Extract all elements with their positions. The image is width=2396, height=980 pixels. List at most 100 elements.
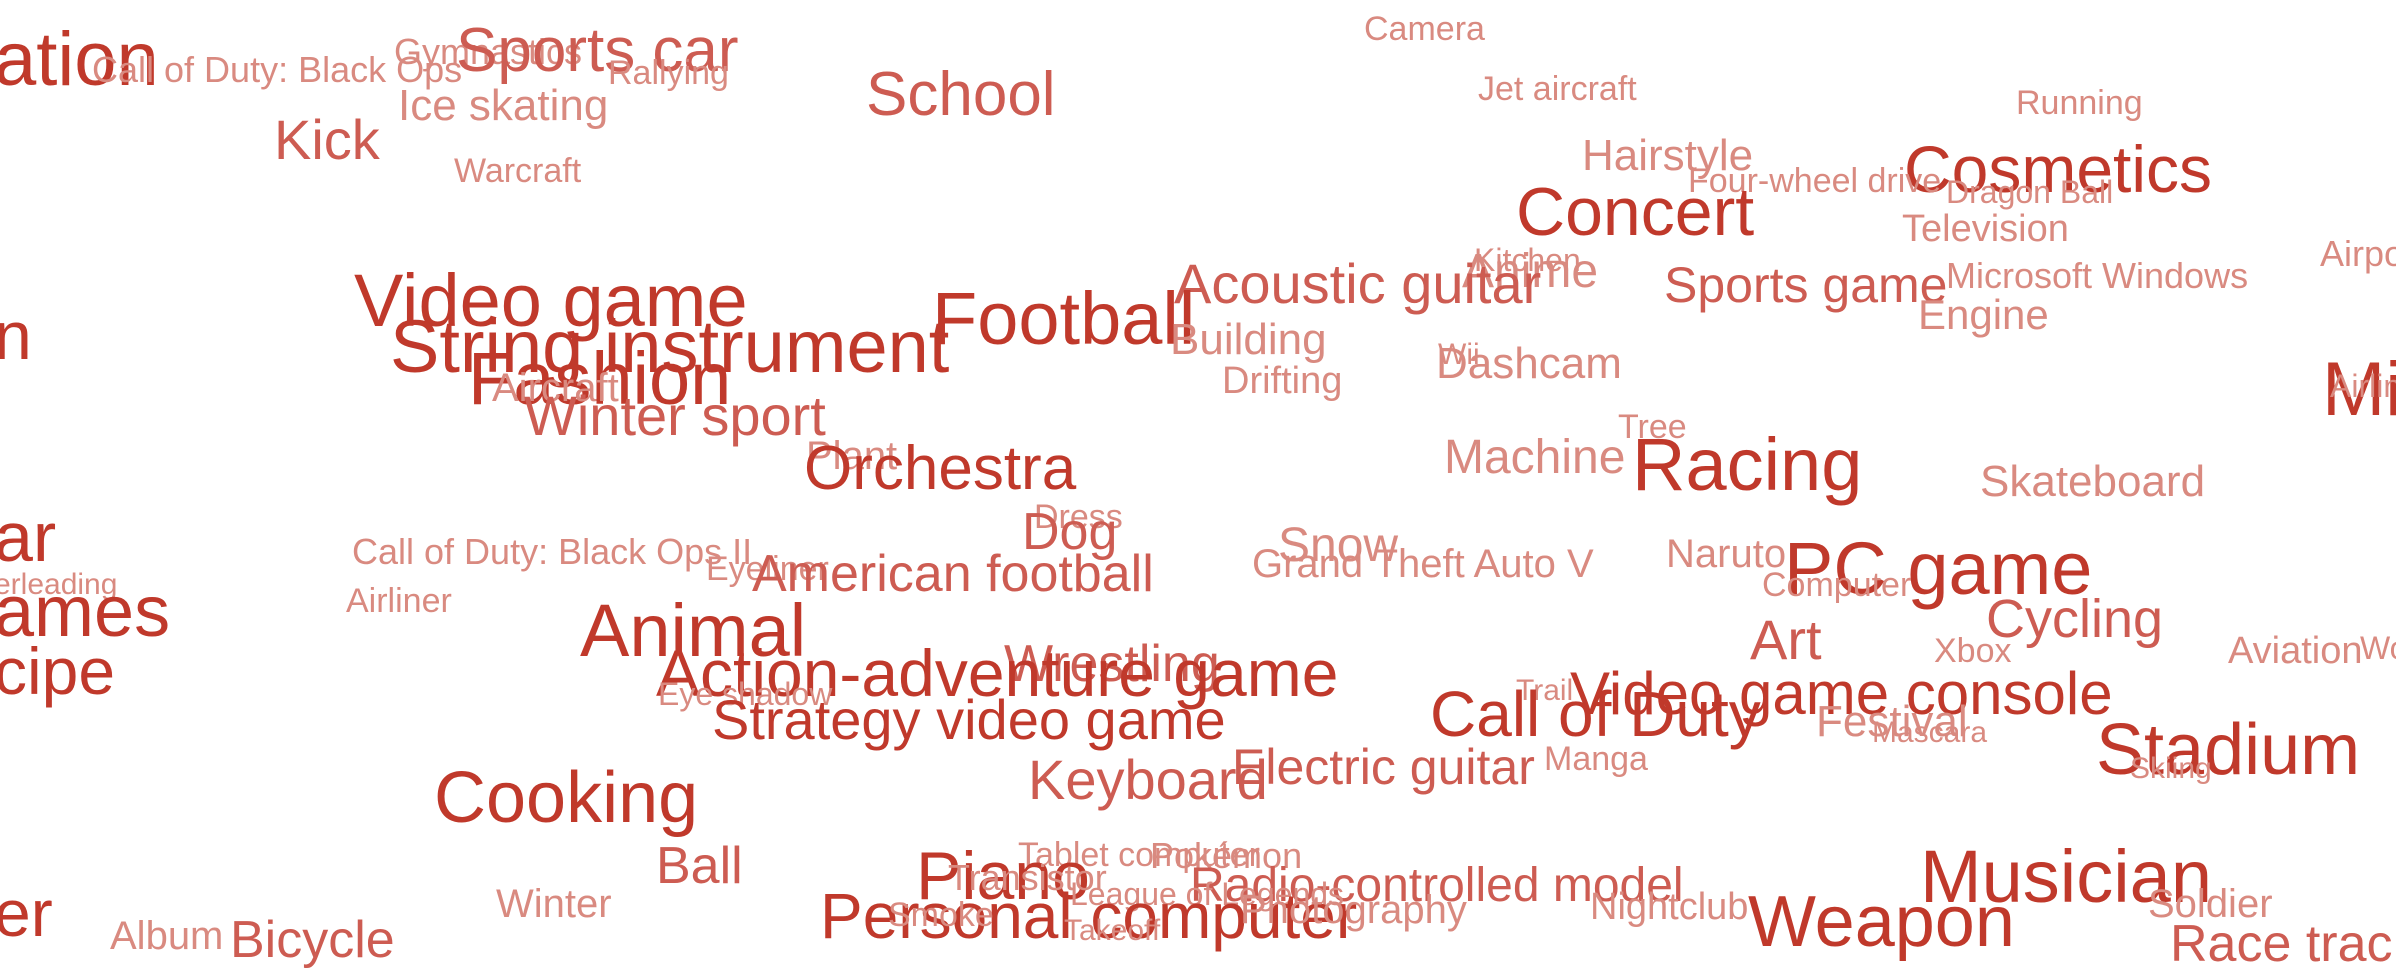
word-video-game: Video game bbox=[354, 259, 748, 342]
word-airline: Airline bbox=[2330, 368, 2396, 404]
word-cipe: cipe bbox=[0, 634, 116, 708]
word-keyboard: Keyboard bbox=[1028, 748, 1268, 811]
word-ball: Ball bbox=[656, 837, 743, 895]
word-video-game-console: Video game console bbox=[1570, 660, 2113, 727]
word-winter-sport: Winter sport bbox=[524, 384, 826, 447]
word-bicycle: Bicycle bbox=[230, 911, 395, 969]
word-american-football: American football bbox=[752, 545, 1154, 603]
word-anime: Anime bbox=[1462, 245, 1599, 298]
word-aircraft: Aircraft bbox=[492, 366, 619, 410]
word-call-of-duty: Call of Duty bbox=[1430, 678, 1761, 750]
word-running: Running bbox=[2016, 84, 2143, 122]
word-sports-game: Sports game bbox=[1664, 257, 1948, 313]
word-dress: Dress bbox=[1034, 498, 1123, 536]
word-eye-shadow: Eye shadow bbox=[658, 676, 833, 712]
word-kick: Kick bbox=[274, 108, 380, 171]
word-mascara: Mascara bbox=[1872, 716, 1988, 749]
word-kitchen: Kitchen bbox=[1474, 242, 1581, 278]
word-orchestra: Orchestra bbox=[804, 434, 1077, 503]
word-race-track: Race track bbox=[2170, 915, 2396, 973]
word-action-adventure-game: Action-adventure game bbox=[656, 636, 1339, 710]
word-drifting: Drifting bbox=[1222, 360, 1343, 402]
word-call-of-duty-black-ops-ii: Call of Duty: Black Ops II bbox=[352, 531, 753, 572]
word-computer: Computer bbox=[1762, 566, 1912, 604]
word-strategy-video-game: Strategy video game bbox=[712, 688, 1226, 751]
word-personal-computer: Personal computer bbox=[820, 880, 1358, 952]
word-manga: Manga bbox=[1544, 740, 1648, 778]
word-microsoft-windows: Microsoft Windows bbox=[1946, 255, 2249, 296]
word-ar: ar bbox=[0, 498, 57, 576]
word-racing: Racing bbox=[1632, 423, 1863, 506]
word-wrestling: Wrestling bbox=[1004, 635, 1220, 693]
word-art: Art bbox=[1750, 608, 1822, 671]
word-ames: ames bbox=[0, 572, 171, 652]
word-tablet-computer: Tablet computer bbox=[1018, 836, 1260, 874]
word-airliner: Airliner bbox=[346, 582, 452, 620]
word-album: Album bbox=[110, 914, 224, 958]
word-n: n bbox=[0, 298, 32, 374]
word-festival: Festival bbox=[1816, 697, 1968, 746]
word-dragon-ball: Dragon Ball bbox=[1946, 174, 2114, 210]
word-stadium: Stadium bbox=[2096, 710, 2361, 790]
word-erleading: erleading bbox=[0, 568, 118, 601]
word-tree: Tree bbox=[1618, 408, 1687, 446]
word-cycling: Cycling bbox=[1986, 589, 2164, 649]
word-trail: Trail bbox=[1516, 674, 1574, 707]
word-aviation: Aviation bbox=[2228, 630, 2363, 672]
word-transistor: Transistor bbox=[948, 857, 1107, 898]
word-acoustic-guitar: Acoustic guitar bbox=[1174, 252, 1542, 315]
word-engine: Engine bbox=[1918, 291, 2049, 338]
word-concert: Concert bbox=[1516, 174, 1755, 250]
word-gymnastics: Gymnastics bbox=[394, 31, 583, 72]
word-snow: Snow bbox=[1278, 519, 1399, 572]
word-building: Building bbox=[1170, 315, 1327, 364]
word-call-of-duty-black-ops: Call of Duty: Black Ops bbox=[92, 49, 463, 90]
word-football: Football bbox=[932, 277, 1196, 360]
word-rallying: Rallying bbox=[608, 54, 729, 92]
word-photography: Photography bbox=[1240, 888, 1467, 932]
word-pokemon: Pokémon bbox=[1150, 835, 1303, 876]
word-warcraft: Warcraft bbox=[454, 152, 582, 190]
word-school: School bbox=[866, 60, 1056, 129]
word-radio-controlled-model: Radio-controlled model bbox=[1190, 859, 1684, 912]
word-four-wheel-drive: Four-wheel drive bbox=[1688, 162, 1942, 200]
word-cooking: Cooking bbox=[434, 758, 699, 838]
word-mi: Mi bbox=[2322, 347, 2396, 432]
word-skateboard: Skateboard bbox=[1980, 457, 2206, 506]
word-grand-theft-auto-v: Grand Theft Auto V bbox=[1252, 542, 1594, 586]
word-machine: Machine bbox=[1444, 431, 1626, 484]
word-ice-skating: Ice skating bbox=[398, 81, 609, 130]
word-nightclub: Nightclub bbox=[1590, 886, 1749, 928]
word-string-instrument: String instrument bbox=[390, 305, 950, 388]
word-wo: Wo bbox=[2360, 630, 2396, 666]
word-dashcam: Dashcam bbox=[1436, 339, 1622, 388]
word-naruto: Naruto bbox=[1666, 532, 1787, 576]
word-smoke: Smoke bbox=[888, 896, 994, 934]
word-takeoff: Takeoff bbox=[1064, 914, 1161, 947]
word-fashion: Fashion bbox=[468, 337, 732, 420]
word-weapon: Weapon bbox=[1748, 882, 2015, 962]
word-eyeliner: Eyeliner bbox=[706, 550, 829, 588]
word-animal: Animal bbox=[580, 589, 807, 672]
word-plant: Plant bbox=[806, 434, 898, 478]
word-musician: Musician bbox=[1920, 835, 2212, 918]
word-airport: Airport bbox=[2320, 233, 2396, 274]
word-hairstyle: Hairstyle bbox=[1582, 131, 1754, 180]
word-soldier: Soldier bbox=[2148, 882, 2273, 926]
word-wii: Wii bbox=[1438, 338, 1480, 371]
word-pc-game: PC game bbox=[1784, 527, 2093, 610]
word-sports-car: Sports car bbox=[456, 16, 739, 85]
word-er: er bbox=[0, 876, 53, 950]
word-ation: ation bbox=[0, 17, 159, 102]
word-electric-guitar: Electric guitar bbox=[1232, 739, 1535, 795]
word-dog: Dog bbox=[1022, 503, 1118, 561]
word-skiing: Skiing bbox=[2130, 752, 2212, 785]
word-league-of-legends: League of Legends bbox=[1070, 876, 1345, 912]
word-television: Television bbox=[1902, 208, 2069, 250]
word-winter: Winter bbox=[496, 882, 612, 926]
word-piano: Piano bbox=[916, 838, 1090, 914]
word-cosmetics: Cosmetics bbox=[1904, 132, 2213, 206]
word-jet-aircraft: Jet aircraft bbox=[1478, 70, 1637, 108]
word-xbox: Xbox bbox=[1934, 632, 2012, 670]
